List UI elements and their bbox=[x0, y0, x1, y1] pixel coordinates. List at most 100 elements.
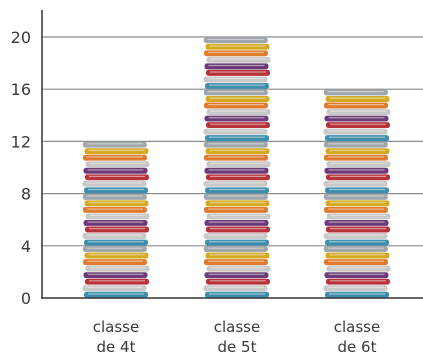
book bbox=[325, 96, 390, 102]
book-pages bbox=[208, 221, 265, 223]
book-pages bbox=[329, 254, 386, 256]
book bbox=[84, 200, 149, 207]
book bbox=[204, 50, 268, 57]
book bbox=[325, 291, 389, 298]
book bbox=[203, 246, 268, 253]
book bbox=[325, 200, 390, 207]
book-pages bbox=[210, 162, 267, 164]
book-pages bbox=[327, 130, 384, 132]
book-pages bbox=[86, 234, 143, 236]
book-pages bbox=[329, 136, 385, 138]
book bbox=[326, 161, 391, 168]
book bbox=[206, 161, 271, 168]
x-tick-label-line: classe bbox=[214, 318, 260, 336]
book bbox=[323, 246, 388, 253]
book bbox=[204, 272, 269, 279]
book bbox=[204, 154, 268, 161]
book bbox=[203, 37, 268, 44]
book bbox=[204, 206, 268, 213]
book-pages bbox=[208, 260, 264, 262]
book bbox=[324, 259, 388, 266]
book-pages bbox=[207, 91, 264, 93]
book bbox=[206, 122, 270, 129]
book bbox=[84, 239, 148, 246]
book bbox=[85, 226, 149, 233]
book-pages bbox=[207, 38, 264, 40]
book-pages bbox=[327, 286, 384, 288]
book-pages bbox=[88, 293, 144, 295]
book-pages bbox=[89, 267, 146, 269]
book bbox=[206, 278, 270, 285]
book-pages bbox=[328, 156, 384, 158]
book-pages bbox=[327, 182, 384, 184]
book bbox=[203, 193, 268, 200]
book bbox=[84, 252, 149, 259]
book bbox=[205, 148, 270, 155]
bar-1 bbox=[82, 141, 150, 298]
book bbox=[206, 174, 270, 181]
book bbox=[204, 102, 268, 109]
book-pages bbox=[89, 162, 146, 164]
book bbox=[85, 213, 150, 220]
book bbox=[205, 135, 269, 142]
book-pages bbox=[210, 214, 267, 217]
book bbox=[203, 233, 268, 239]
book bbox=[203, 76, 268, 83]
book bbox=[205, 291, 269, 298]
book bbox=[326, 226, 390, 233]
book bbox=[323, 141, 388, 148]
book bbox=[205, 96, 270, 102]
book bbox=[324, 206, 388, 213]
book-pages bbox=[89, 175, 145, 178]
book bbox=[324, 115, 389, 122]
book-pages bbox=[327, 195, 384, 197]
book-pages bbox=[209, 136, 265, 138]
book-pages bbox=[89, 280, 145, 282]
y-tick-label-8: 8 bbox=[21, 185, 31, 204]
book bbox=[203, 128, 268, 135]
book-pages bbox=[208, 156, 264, 158]
book-pages bbox=[207, 130, 264, 132]
book bbox=[82, 141, 147, 148]
book bbox=[326, 174, 390, 181]
book bbox=[206, 265, 271, 272]
book bbox=[205, 82, 269, 89]
book-pages bbox=[327, 234, 384, 236]
book-pages bbox=[87, 208, 143, 210]
book-pages bbox=[89, 214, 146, 217]
book bbox=[325, 148, 390, 155]
y-tick-label-16: 16 bbox=[11, 80, 31, 99]
book bbox=[325, 187, 389, 194]
book-pages bbox=[87, 169, 144, 171]
book-pages bbox=[210, 123, 266, 125]
book-pages bbox=[207, 234, 264, 236]
book-pages bbox=[209, 241, 265, 243]
y-tick-label-12: 12 bbox=[11, 132, 31, 151]
x-tick-label-2: classe de 5t bbox=[214, 318, 260, 356]
book-pages bbox=[208, 273, 265, 275]
book-pages bbox=[329, 241, 385, 243]
book-pages bbox=[209, 84, 265, 86]
book-pages bbox=[210, 110, 267, 112]
book-pages bbox=[329, 149, 386, 151]
book bbox=[85, 174, 149, 181]
book-pages bbox=[88, 254, 145, 256]
book bbox=[82, 246, 147, 253]
book bbox=[83, 220, 148, 226]
book-pages bbox=[86, 143, 143, 145]
book-pages bbox=[330, 175, 386, 178]
book-pages bbox=[209, 45, 266, 47]
book bbox=[204, 115, 269, 122]
bar-2 bbox=[203, 37, 271, 298]
book-pages bbox=[88, 241, 144, 243]
book bbox=[324, 102, 388, 109]
book bbox=[84, 291, 148, 298]
book-pages bbox=[86, 286, 143, 288]
book bbox=[204, 220, 269, 226]
x-tick-label-line: de 4t bbox=[97, 338, 136, 356]
book-pages bbox=[208, 104, 264, 106]
book-pages bbox=[328, 117, 385, 119]
book bbox=[206, 213, 271, 220]
